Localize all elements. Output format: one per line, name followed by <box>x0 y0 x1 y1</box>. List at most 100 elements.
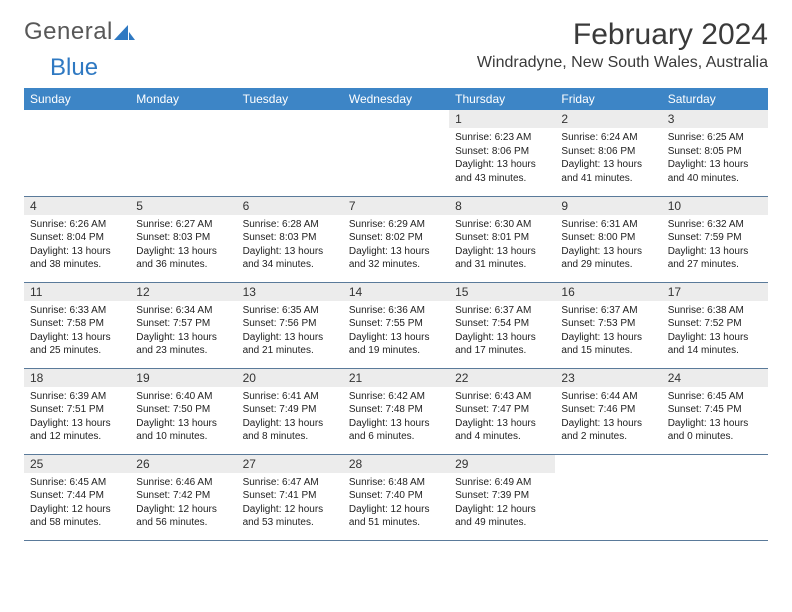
calendar-cell: 6Sunrise: 6:28 AMSunset: 8:03 PMDaylight… <box>237 196 343 282</box>
calendar-cell <box>555 454 661 540</box>
sunset-line: Sunset: 7:45 PM <box>668 403 762 417</box>
calendar-cell: 17Sunrise: 6:38 AMSunset: 7:52 PMDayligh… <box>662 282 768 368</box>
daylight-line: Daylight: 13 hours and 17 minutes. <box>455 331 549 358</box>
day-body: Sunrise: 6:42 AMSunset: 7:48 PMDaylight:… <box>343 387 449 448</box>
calendar-cell: 28Sunrise: 6:48 AMSunset: 7:40 PMDayligh… <box>343 454 449 540</box>
sunrise-line: Sunrise: 6:43 AM <box>455 390 549 404</box>
sunrise-line: Sunrise: 6:40 AM <box>136 390 230 404</box>
daylight-line: Daylight: 13 hours and 36 minutes. <box>136 245 230 272</box>
sunrise-line: Sunrise: 6:46 AM <box>136 476 230 490</box>
day-number: 5 <box>130 197 236 215</box>
month-title: February 2024 <box>477 18 768 52</box>
logo-text-1: General <box>24 18 113 46</box>
daylight-line: Daylight: 13 hours and 6 minutes. <box>349 417 443 444</box>
day-body: Sunrise: 6:32 AMSunset: 7:59 PMDaylight:… <box>662 215 768 276</box>
sunset-line: Sunset: 7:44 PM <box>30 489 124 503</box>
day-body: Sunrise: 6:48 AMSunset: 7:40 PMDaylight:… <box>343 473 449 534</box>
day-body: Sunrise: 6:33 AMSunset: 7:58 PMDaylight:… <box>24 301 130 362</box>
daylight-line: Daylight: 13 hours and 23 minutes. <box>136 331 230 358</box>
day-body: Sunrise: 6:24 AMSunset: 8:06 PMDaylight:… <box>555 128 661 189</box>
sunset-line: Sunset: 7:53 PM <box>561 317 655 331</box>
sunset-line: Sunset: 8:04 PM <box>30 231 124 245</box>
sunset-line: Sunset: 7:41 PM <box>243 489 337 503</box>
day-number: 29 <box>449 455 555 473</box>
calendar-cell <box>662 454 768 540</box>
sunrise-line: Sunrise: 6:49 AM <box>455 476 549 490</box>
sunrise-line: Sunrise: 6:28 AM <box>243 218 337 232</box>
weekday-header: Thursday <box>449 88 555 110</box>
sunrise-line: Sunrise: 6:36 AM <box>349 304 443 318</box>
calendar-cell: 2Sunrise: 6:24 AMSunset: 8:06 PMDaylight… <box>555 110 661 196</box>
sunset-line: Sunset: 8:03 PM <box>136 231 230 245</box>
day-number: 4 <box>24 197 130 215</box>
calendar-cell: 26Sunrise: 6:46 AMSunset: 7:42 PMDayligh… <box>130 454 236 540</box>
daylight-line: Daylight: 13 hours and 2 minutes. <box>561 417 655 444</box>
calendar-cell: 14Sunrise: 6:36 AMSunset: 7:55 PMDayligh… <box>343 282 449 368</box>
sunrise-line: Sunrise: 6:33 AM <box>30 304 124 318</box>
sunset-line: Sunset: 8:05 PM <box>668 145 762 159</box>
daylight-line: Daylight: 12 hours and 51 minutes. <box>349 503 443 530</box>
sunrise-line: Sunrise: 6:24 AM <box>561 131 655 145</box>
day-number: 27 <box>237 455 343 473</box>
daylight-line: Daylight: 13 hours and 8 minutes. <box>243 417 337 444</box>
sunset-line: Sunset: 7:57 PM <box>136 317 230 331</box>
sunrise-line: Sunrise: 6:34 AM <box>136 304 230 318</box>
calendar-cell: 12Sunrise: 6:34 AMSunset: 7:57 PMDayligh… <box>130 282 236 368</box>
day-number: 11 <box>24 283 130 301</box>
sunset-line: Sunset: 8:06 PM <box>561 145 655 159</box>
sunrise-line: Sunrise: 6:23 AM <box>455 131 549 145</box>
day-body: Sunrise: 6:46 AMSunset: 7:42 PMDaylight:… <box>130 473 236 534</box>
sunrise-line: Sunrise: 6:41 AM <box>243 390 337 404</box>
sunset-line: Sunset: 7:49 PM <box>243 403 337 417</box>
sunset-line: Sunset: 7:39 PM <box>455 489 549 503</box>
sunset-line: Sunset: 7:55 PM <box>349 317 443 331</box>
sunset-line: Sunset: 7:52 PM <box>668 317 762 331</box>
day-body: Sunrise: 6:38 AMSunset: 7:52 PMDaylight:… <box>662 301 768 362</box>
sunset-line: Sunset: 7:51 PM <box>30 403 124 417</box>
calendar-cell <box>24 110 130 196</box>
calendar-cell <box>237 110 343 196</box>
title-block: February 2024 Windradyne, New South Wale… <box>477 18 768 72</box>
sunrise-line: Sunrise: 6:45 AM <box>30 476 124 490</box>
day-body: Sunrise: 6:29 AMSunset: 8:02 PMDaylight:… <box>343 215 449 276</box>
calendar-row: 1Sunrise: 6:23 AMSunset: 8:06 PMDaylight… <box>24 110 768 196</box>
day-body: Sunrise: 6:37 AMSunset: 7:54 PMDaylight:… <box>449 301 555 362</box>
sunset-line: Sunset: 8:02 PM <box>349 231 443 245</box>
day-number: 9 <box>555 197 661 215</box>
daylight-line: Daylight: 13 hours and 19 minutes. <box>349 331 443 358</box>
sunrise-line: Sunrise: 6:32 AM <box>668 218 762 232</box>
weekday-header: Wednesday <box>343 88 449 110</box>
sunset-line: Sunset: 7:58 PM <box>30 317 124 331</box>
calendar-cell: 21Sunrise: 6:42 AMSunset: 7:48 PMDayligh… <box>343 368 449 454</box>
daylight-line: Daylight: 12 hours and 49 minutes. <box>455 503 549 530</box>
sunset-line: Sunset: 8:03 PM <box>243 231 337 245</box>
day-number: 13 <box>237 283 343 301</box>
calendar-cell: 15Sunrise: 6:37 AMSunset: 7:54 PMDayligh… <box>449 282 555 368</box>
day-number: 19 <box>130 369 236 387</box>
logo-text-2: Blue <box>50 54 98 81</box>
sunrise-line: Sunrise: 6:37 AM <box>561 304 655 318</box>
calendar-cell: 9Sunrise: 6:31 AMSunset: 8:00 PMDaylight… <box>555 196 661 282</box>
weekday-header: Sunday <box>24 88 130 110</box>
day-body: Sunrise: 6:40 AMSunset: 7:50 PMDaylight:… <box>130 387 236 448</box>
day-number: 7 <box>343 197 449 215</box>
day-body: Sunrise: 6:36 AMSunset: 7:55 PMDaylight:… <box>343 301 449 362</box>
calendar-cell: 29 Sunrise: 6:49 AMSunset: 7:39 PMDayligh… <box>449 454 555 540</box>
daylight-line: Daylight: 13 hours and 34 minutes. <box>243 245 337 272</box>
day-number: 17 <box>662 283 768 301</box>
daylight-line: Daylight: 13 hours and 41 minutes. <box>561 158 655 185</box>
calendar-cell: 23Sunrise: 6:44 AMSunset: 7:46 PMDayligh… <box>555 368 661 454</box>
day-body: Sunrise: 6:30 AMSunset: 8:01 PMDaylight:… <box>449 215 555 276</box>
calendar-cell: 16Sunrise: 6:37 AMSunset: 7:53 PMDayligh… <box>555 282 661 368</box>
day-body: Sunrise: 6:28 AMSunset: 8:03 PMDaylight:… <box>237 215 343 276</box>
logo-sail-icon <box>114 23 136 41</box>
day-number: 18 <box>24 369 130 387</box>
sunset-line: Sunset: 8:06 PM <box>455 145 549 159</box>
calendar-cell: 1Sunrise: 6:23 AMSunset: 8:06 PMDaylight… <box>449 110 555 196</box>
day-number: 14 <box>343 283 449 301</box>
day-number: 22 <box>449 369 555 387</box>
day-number: 21 <box>343 369 449 387</box>
logo: General <box>24 18 138 46</box>
calendar-body: 1Sunrise: 6:23 AMSunset: 8:06 PMDaylight… <box>24 110 768 540</box>
sunset-line: Sunset: 8:01 PM <box>455 231 549 245</box>
